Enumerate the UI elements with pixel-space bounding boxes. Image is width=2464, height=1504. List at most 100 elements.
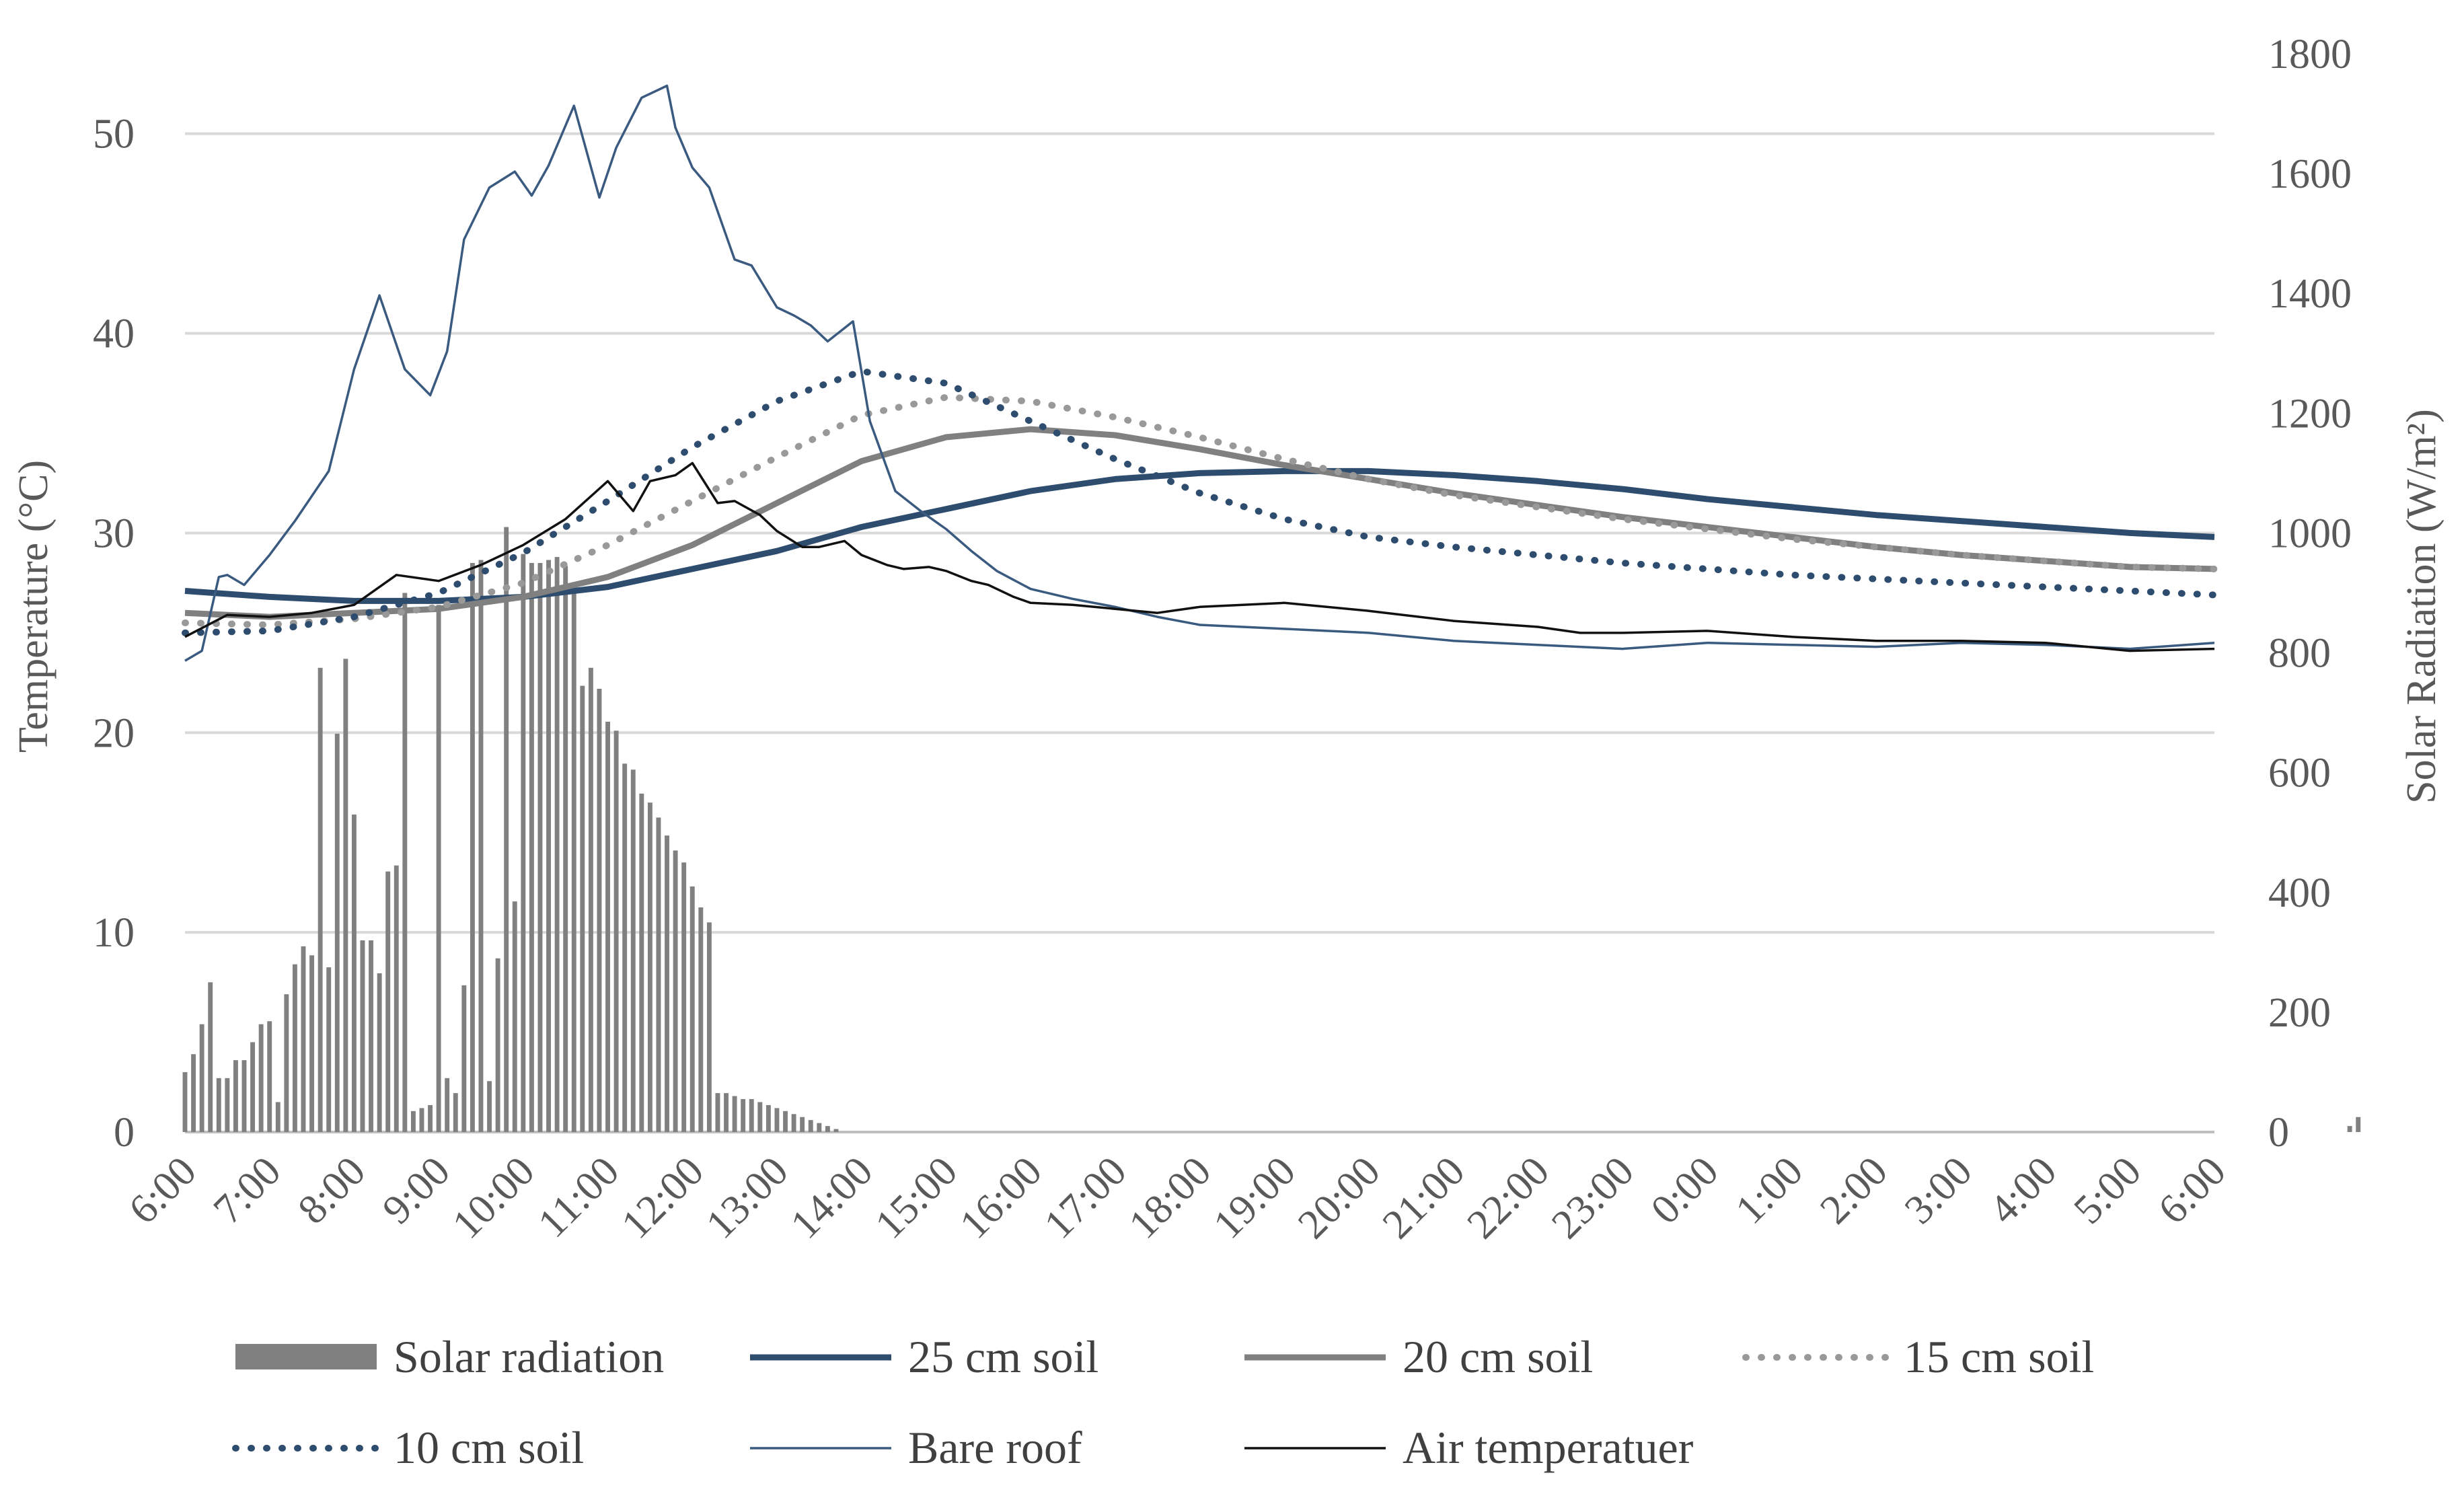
solar-radiation-bar [825, 1126, 830, 1132]
solar-radiation-bar [817, 1123, 822, 1132]
solar-radiation-bar [537, 562, 543, 1132]
y-right-tick-label: 1000 [2268, 511, 2352, 556]
y-left-tick-label: 10 [93, 910, 135, 956]
y-left-tick-label: 50 [93, 112, 135, 157]
solar-radiation-bar [732, 1096, 737, 1132]
gridlines [185, 132, 2214, 1133]
solar-radiation-bar [613, 730, 619, 1132]
solar-radiation-bar [656, 817, 661, 1132]
x-tick-label: 12:00 [613, 1148, 712, 1248]
x-tick-label: 22:00 [1458, 1148, 1558, 1248]
x-tick-label: 2:00 [1812, 1148, 1896, 1233]
solar-radiation-bar [191, 1054, 196, 1132]
solar-radiation-bar [665, 835, 669, 1132]
x-tick-label: 7:00 [205, 1148, 290, 1233]
x-tick-label: 6:00 [2150, 1148, 2235, 1233]
x-tick-label: 16:00 [951, 1148, 1051, 1248]
solar-radiation-bar [208, 982, 213, 1132]
solar-radiation-bar [267, 1021, 272, 1132]
y-left-tick-label: 20 [93, 710, 135, 756]
solar-radiation-bar [757, 1102, 763, 1132]
x-tick-label: 9:00 [374, 1148, 459, 1233]
x-tick-label: 17:00 [1036, 1148, 1135, 1248]
x-tick-label: 20:00 [1290, 1148, 1389, 1248]
solar-radiation-bar [622, 763, 628, 1132]
solar-radiation-bar [334, 733, 340, 1132]
x-tick-label: 0:00 [1643, 1148, 1727, 1233]
solar-radiation-bar [749, 1099, 754, 1132]
y-right-tick-label: 1600 [2268, 151, 2352, 197]
solar-radiation-bar [783, 1111, 788, 1132]
x-tick-label: 13:00 [698, 1148, 797, 1248]
solar-radiation-bar [453, 1093, 458, 1132]
y-right-tick-label: 0 [2268, 1110, 2289, 1156]
x-tick-label: 11:00 [529, 1148, 628, 1246]
solar-radiation-bar [487, 1081, 492, 1132]
solar-radiation-bar [639, 793, 644, 1132]
legend-label-25-cm-soil: 25 cm soil [908, 1331, 1098, 1382]
solar-radiation-bar [419, 1108, 424, 1132]
x-tick-label: 15:00 [866, 1148, 966, 1248]
solar-radiation-bar [689, 886, 695, 1132]
legend-label-20-cm-soil: 20 cm soil [1403, 1331, 1593, 1382]
y-right-tick-label: 400 [2268, 870, 2331, 916]
solar-radiation-bar [461, 985, 467, 1132]
solar-radiation-bar [554, 557, 560, 1132]
x-tick-label: 19:00 [1205, 1148, 1304, 1248]
solar-radiation-bar [233, 1060, 238, 1132]
solar-radiation-bar [706, 922, 712, 1132]
x-tick-label: 8:00 [289, 1148, 374, 1233]
line-bare-roof [184, 84, 2215, 662]
solar-radiation-bar [512, 901, 517, 1132]
x-tick-label: 21:00 [1374, 1148, 1474, 1248]
x-tick-label: 23:00 [1543, 1148, 1643, 1248]
solar-radiation-bar [571, 593, 576, 1132]
solar-radiation-bar [2356, 1117, 2361, 1132]
solar-radiation-bar [495, 958, 500, 1132]
x-tick-label: 10:00 [444, 1148, 544, 1248]
solar-radiation-bar [402, 593, 408, 1132]
solar-radiation-bar [318, 667, 323, 1132]
y-right-tick-label: 1400 [2268, 271, 2352, 317]
x-tick-label: 4:00 [1980, 1148, 2065, 1233]
x-tick-label: 3:00 [1896, 1148, 1981, 1233]
y-right-tick-label: 1200 [2268, 391, 2352, 437]
solar-radiation-bar [428, 1104, 433, 1132]
x-tick-label: 6:00 [120, 1148, 205, 1233]
line-20-cm-soil [184, 426, 2215, 620]
solar-radiation-bar [351, 815, 357, 1132]
solar-radiation-bar [521, 554, 526, 1132]
solar-radiation-bar [597, 688, 602, 1132]
solar-radiation-bar [436, 605, 441, 1132]
y-left-tick-label: 30 [93, 511, 135, 556]
legend-swatch-solar-radiation [235, 1344, 377, 1369]
solar-radiation-bar [216, 1078, 221, 1132]
solar-radiation-bar [360, 940, 365, 1132]
solar-radiation-bar [258, 1024, 264, 1132]
solar-radiation-bar [605, 721, 610, 1132]
solar-radiation-bar [698, 907, 704, 1132]
line-air-temperatuer [184, 461, 2215, 652]
y-right-tick-label: 200 [2268, 990, 2331, 1036]
solar-radiation-bar [647, 802, 652, 1132]
solar-radiation-bar [546, 560, 552, 1132]
solar-radiation-bar [284, 994, 289, 1132]
solar-radiation-bar [445, 1078, 450, 1132]
solar-radiation-bar [394, 865, 399, 1132]
solar-radiation-bar [529, 562, 534, 1132]
solar-radiation-bar [741, 1099, 746, 1132]
solar-radiation-bar [275, 1102, 281, 1132]
solar-radiation-bar [250, 1042, 256, 1132]
y-left-tick-label: 0 [114, 1110, 135, 1156]
solar-radiation-bar [241, 1060, 247, 1132]
y-right-tick-label: 600 [2268, 751, 2331, 796]
solar-radiation-bar [791, 1114, 796, 1132]
solar-radiation-bar [588, 667, 593, 1132]
y-right-tick-label: 1800 [2268, 32, 2352, 77]
solar-radiation-bar [833, 1129, 839, 1132]
solar-radiation-bar [715, 1093, 720, 1132]
solar-radiation-bar [580, 685, 585, 1132]
legend: Solar radiation 25 cm soil 20 cm soil 15 cm… [232, 1331, 2094, 1473]
solar-radiation-bar [343, 659, 348, 1132]
